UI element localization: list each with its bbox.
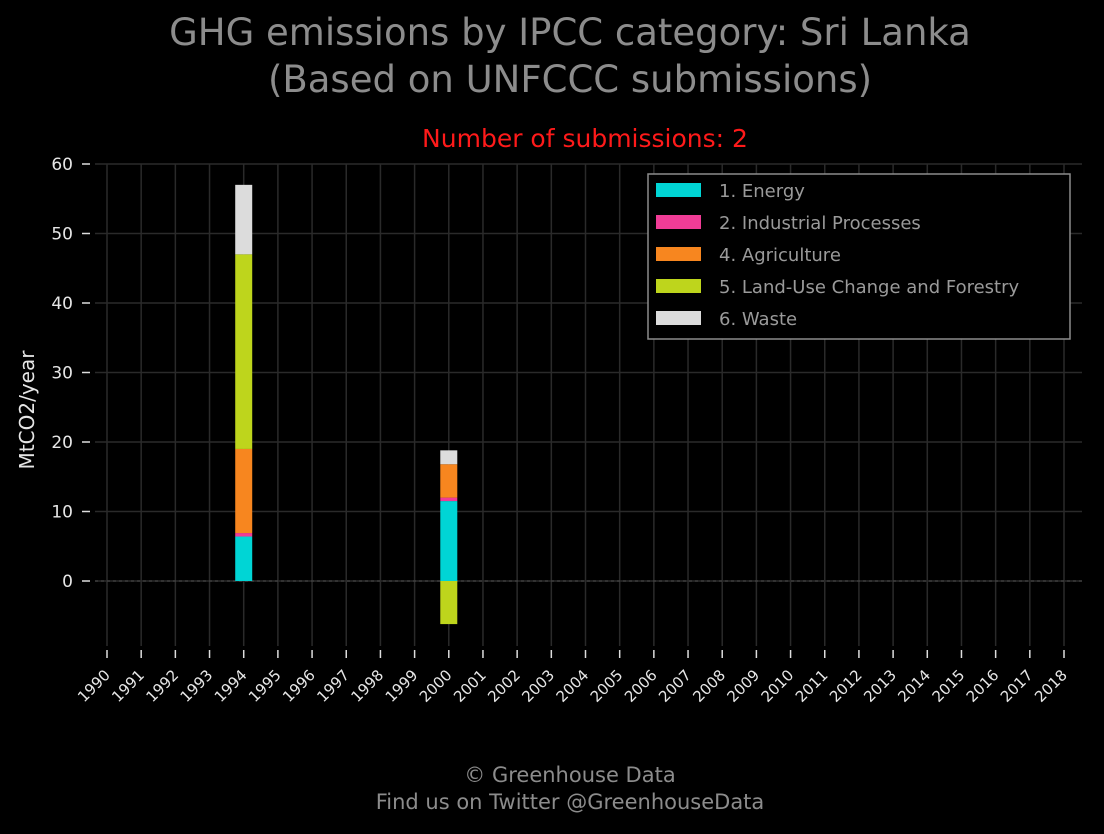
legend-label: 5. Land-Use Change and Forestry xyxy=(719,277,1019,298)
bar-segment xyxy=(440,501,458,581)
grid-layer xyxy=(95,163,1082,646)
bar-segment xyxy=(235,448,253,534)
x-tick-label: 1990 xyxy=(74,666,114,706)
y-axis-label: MtCO2/year xyxy=(15,350,39,470)
legend-box xyxy=(647,173,1071,340)
bar-segment xyxy=(440,464,458,498)
bar-segment xyxy=(235,533,253,537)
x-tick-label: 2016 xyxy=(963,666,1003,706)
x-tick-label: 2000 xyxy=(416,666,456,706)
bar-segment xyxy=(440,450,458,465)
y-tick-label: 0 xyxy=(62,572,73,592)
y-tick-label: 10 xyxy=(51,503,73,523)
x-tick-label: 2014 xyxy=(894,666,934,706)
x-tick-label: 2018 xyxy=(1031,666,1071,706)
y-tick-label: 40 xyxy=(51,294,73,314)
x-tick-label: 2005 xyxy=(587,666,627,706)
legend: 1. Energy 2. Industrial Processes 4. Agric… xyxy=(647,173,1071,340)
x-tick-label: 2009 xyxy=(723,666,763,706)
x-tick-label: 2012 xyxy=(826,666,866,706)
bar-segment xyxy=(235,184,253,255)
footer-twitter: Find us on Twitter @GreenhouseData xyxy=(376,790,765,814)
legend-swatch xyxy=(656,279,701,293)
legend-swatch xyxy=(656,183,701,197)
x-tick-label: 2017 xyxy=(997,666,1037,706)
x-tick-label: 1998 xyxy=(348,666,388,706)
bar-segment xyxy=(235,536,253,581)
x-tick-label: 2006 xyxy=(621,666,661,706)
legend-label: 2. Industrial Processes xyxy=(719,213,921,234)
legend-label: 1. Energy xyxy=(719,181,805,202)
legend-swatch xyxy=(656,311,701,325)
y-tick-label: 20 xyxy=(51,433,73,453)
legend-swatch xyxy=(656,247,701,261)
chart-subtitle: Number of submissions: 2 xyxy=(422,124,748,153)
x-tick-label: 2015 xyxy=(929,666,969,706)
bar-segment xyxy=(235,254,253,449)
x-tick-label: 1996 xyxy=(279,666,319,706)
bar-segment xyxy=(440,581,458,625)
legend-label: 4. Agriculture xyxy=(719,245,841,266)
footer-copyright: © Greenhouse Data xyxy=(464,763,675,787)
x-tick-label: 1991 xyxy=(108,666,148,706)
x-tick-label: 2004 xyxy=(553,666,593,706)
x-tick-label: 2013 xyxy=(860,666,900,706)
x-tick-label: 1999 xyxy=(382,666,422,706)
bars-layer xyxy=(235,184,458,625)
y-tick-label: 50 xyxy=(51,225,73,245)
x-tick-label: 2007 xyxy=(655,666,695,706)
x-tick-label: 2011 xyxy=(792,666,832,706)
x-tick-label: 2001 xyxy=(450,666,490,706)
x-tick-label: 2010 xyxy=(758,666,798,706)
x-tick-label: 2002 xyxy=(484,666,524,706)
x-tick-label: 1995 xyxy=(245,666,285,706)
x-tick-label: 1994 xyxy=(211,666,251,706)
chart-title-line2: (Based on UNFCCC submissions) xyxy=(268,58,872,101)
x-tick-label: 1997 xyxy=(313,666,353,706)
chart-title-line1: GHG emissions by IPCC category: Sri Lank… xyxy=(169,11,971,54)
legend-label: 6. Waste xyxy=(719,309,797,330)
x-tick-label: 2008 xyxy=(689,666,729,706)
x-tick-label: 1993 xyxy=(177,666,217,706)
bar-segment xyxy=(440,497,458,502)
legend-swatch xyxy=(656,215,701,229)
x-tick-label: 2003 xyxy=(518,666,558,706)
y-tick-label: 30 xyxy=(51,364,73,384)
y-tick-label: 60 xyxy=(51,155,73,175)
x-tick-label: 1992 xyxy=(142,666,182,706)
